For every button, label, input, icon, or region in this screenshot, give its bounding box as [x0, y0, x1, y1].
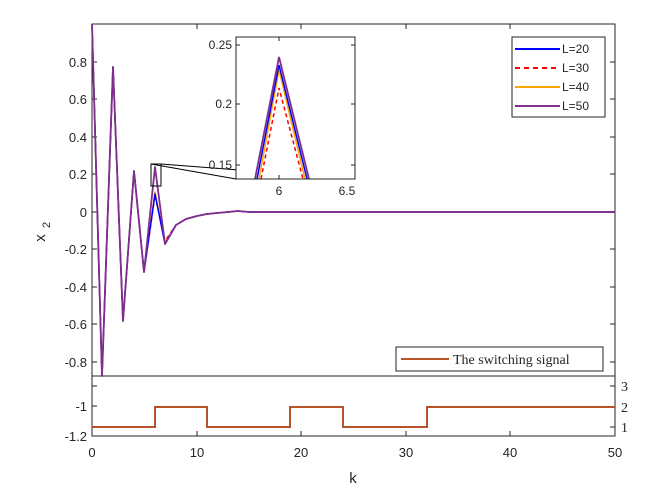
svg-text:-0.4: -0.4	[65, 280, 87, 295]
svg-text:2: 2	[41, 222, 53, 228]
svg-text:The switching signal: The switching signal	[453, 353, 570, 368]
switching-signal-line	[92, 406, 615, 428]
svg-text:-0.8: -0.8	[65, 355, 87, 370]
svg-text:0: 0	[80, 205, 87, 220]
svg-text:0.15: 0.15	[209, 158, 233, 172]
y-tick-labels: 0.8 0.6 0.4 0.2 0 -0.2 -0.4 -0.6 -0.8 -1…	[65, 55, 87, 444]
zoom-region-box	[150, 163, 162, 187]
svg-text:0.2: 0.2	[69, 167, 87, 182]
inset-axes: 0.25 0.2 0.15 6 6.5	[209, 36, 356, 198]
x-tick-labels: 0 10 20 30 40 50	[88, 445, 622, 460]
svg-text:-0.2: -0.2	[65, 242, 87, 257]
right-tick-labels: 3 2 1	[621, 380, 628, 436]
svg-text:-1: -1	[75, 399, 87, 414]
svg-text:6.5: 6.5	[339, 184, 356, 198]
legend-l30: L=30	[562, 61, 589, 75]
legend-l40: L=40	[562, 80, 589, 94]
x-axis-label: k	[349, 470, 357, 487]
svg-text:-0.6: -0.6	[65, 317, 87, 332]
svg-text:2: 2	[621, 401, 628, 416]
legend-l50: L=50	[562, 99, 589, 113]
svg-text:50: 50	[608, 445, 622, 460]
zoom-connector	[150, 163, 237, 180]
svg-text:-1.2: -1.2	[65, 429, 87, 444]
svg-text:x: x	[32, 234, 49, 242]
series-lines	[91, 23, 615, 377]
legend-l20: L=20	[562, 42, 589, 56]
switching-legend: The switching signal	[395, 346, 604, 372]
svg-text:10: 10	[190, 445, 204, 460]
y-ticks	[92, 24, 615, 436]
svg-text:0.25: 0.25	[209, 38, 233, 52]
svg-text:20: 20	[294, 445, 308, 460]
svg-text:40: 40	[503, 445, 517, 460]
svg-text:6: 6	[276, 184, 283, 198]
svg-text:30: 30	[399, 445, 413, 460]
svg-text:0.6: 0.6	[69, 92, 87, 107]
svg-text:3: 3	[621, 380, 628, 395]
svg-text:1: 1	[621, 421, 628, 436]
legend: L=20 L=30 L=40 L=50	[511, 36, 606, 118]
svg-text:0.8: 0.8	[69, 55, 87, 70]
svg-text:0: 0	[88, 445, 95, 460]
svg-text:0.2: 0.2	[215, 97, 232, 111]
svg-text:0.4: 0.4	[69, 130, 87, 145]
y-axis-label: x 2	[32, 222, 53, 242]
